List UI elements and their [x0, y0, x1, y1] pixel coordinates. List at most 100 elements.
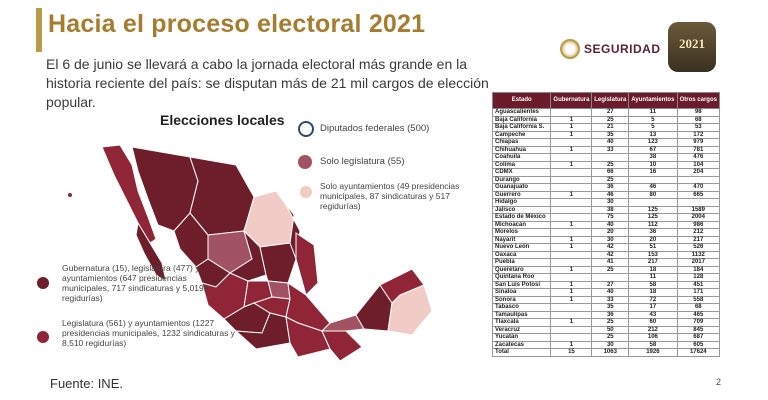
value-cell: 11 [628, 108, 678, 117]
value-cell: 212 [676, 228, 721, 237]
table-row: Guerrero 1 46 80 665 [491, 190, 721, 199]
value-cell: 2017 [676, 258, 721, 267]
legend-federal: Diputados federales (500) [320, 123, 430, 134]
value-cell: 986 [676, 220, 721, 229]
value-cell [550, 333, 593, 342]
value-cell: 1 [550, 288, 593, 297]
table-row: Zacatecas 1 30 58 605 [491, 340, 721, 349]
legend-marker-ayuntamientos [300, 186, 312, 198]
value-cell [550, 175, 593, 184]
state-cell: CDMX [491, 168, 552, 177]
value-cell: 1 [550, 235, 593, 244]
value-cell: 35 [591, 130, 630, 139]
map-quintana-roo [387, 284, 433, 336]
state-cell: Nuevo León [491, 243, 552, 252]
value-cell: 470 [676, 183, 721, 192]
value-cell: 46 [628, 183, 678, 192]
value-cell: 30 [591, 340, 630, 349]
state-cell: Chihuahua [491, 145, 552, 154]
state-cell: Hidalgo [491, 198, 552, 207]
value-cell: 20 [628, 235, 678, 244]
value-cell [550, 273, 593, 282]
state-cell: Veracruz [491, 325, 552, 334]
value-cell: 27 [591, 108, 630, 117]
value-cell: 46 [591, 190, 630, 199]
value-cell: 41 [591, 258, 630, 267]
table-row: Tabasco 35 17 68 [491, 303, 721, 312]
value-cell: 781 [676, 145, 721, 154]
cargos-table: Estado Gubernatura Legislatura Ayuntamie… [491, 92, 721, 357]
value-cell [676, 198, 721, 207]
map-chihuahua [189, 156, 255, 236]
value-cell [550, 198, 593, 207]
value-cell [550, 310, 593, 319]
value-cell [550, 325, 593, 334]
column-header: Gubernatura [550, 92, 593, 109]
value-cell [550, 228, 593, 237]
mexico-map [68, 144, 433, 362]
table-row: San Luis Potosí 1 27 58 451 [491, 280, 721, 289]
legend-marker-legislatura-ayuntamientos [37, 331, 49, 343]
table-row: Chiapas 40 123 979 [491, 138, 721, 147]
state-cell: San Luis Potosí [491, 280, 552, 289]
value-cell: 1132 [676, 250, 721, 259]
table-row: Coahuila 38 476 [491, 153, 721, 162]
value-cell: 172 [676, 130, 721, 139]
value-cell [676, 175, 721, 184]
state-cell: Tlaxcala [491, 318, 552, 327]
state-cell: Sonora [491, 295, 552, 304]
value-cell: 35 [591, 303, 630, 312]
value-cell: 5 [628, 115, 678, 124]
map-san-luis-potosi [259, 242, 297, 284]
intro-paragraph: El 6 de junio se llevará a cabo la jorna… [46, 56, 489, 110]
state-cell: Morelos [491, 228, 552, 237]
table-row: Sonora 1 33 72 558 [491, 295, 721, 304]
legend-marker-federal [298, 121, 314, 137]
legend-gubernatura: Gubernatura (15), legislatura (477) y ay… [62, 263, 209, 303]
table-header-row: Estado Gubernatura Legislatura Ayuntamie… [491, 92, 721, 109]
value-cell: 1 [550, 145, 593, 154]
column-header: Otros cargos [676, 92, 721, 109]
state-cell: Quintana Roo [491, 273, 552, 282]
value-cell: 40 [591, 138, 630, 147]
value-cell: 106 [628, 333, 678, 342]
value-cell: 125 [628, 205, 678, 214]
value-cell: 33 [591, 295, 630, 304]
value-cell: 50 [591, 325, 630, 334]
state-cell: Tamaulipas [491, 310, 552, 319]
value-cell: 1 [550, 123, 593, 132]
value-cell: 1063 [591, 348, 630, 357]
state-cell: Tabasco [491, 303, 552, 312]
value-cell: 1 [550, 280, 593, 289]
value-cell: 558 [676, 295, 721, 304]
state-cell: Guerrero [491, 190, 552, 199]
legend-legislatura-ayuntamientos: Legislatura (561) y ayuntamientos (1227 … [62, 318, 235, 348]
value-cell: 17624 [676, 348, 721, 357]
map-tamaulipas [295, 232, 319, 296]
map-title: Elecciones locales [160, 112, 285, 128]
map-baja-california-sur [135, 221, 167, 283]
value-cell [550, 250, 593, 259]
value-cell: 80 [628, 190, 678, 199]
value-cell [550, 108, 593, 117]
value-cell: 128 [676, 273, 721, 282]
legend-marker-gubernatura [37, 277, 49, 289]
value-cell: 42 [591, 243, 630, 252]
state-cell: Campeche [491, 130, 552, 139]
table-row: Jalisco 38 125 1589 [491, 205, 721, 214]
value-cell: 1 [550, 220, 593, 229]
table-row: Guanajuato 36 46 470 [491, 183, 721, 192]
map-tabasco [320, 314, 365, 332]
value-cell: 1 [550, 295, 593, 304]
table-row: Baja California S. 1 21 5 53 [491, 123, 721, 132]
value-cell: 25 [591, 265, 630, 274]
value-cell: 979 [676, 138, 721, 147]
table-row: Durango 25 [491, 175, 721, 184]
state-cell: Puebla [491, 258, 552, 267]
table-row: Quintana Roo 11 128 [491, 273, 721, 282]
value-cell [628, 198, 678, 207]
table-row: Tlaxcala 1 25 60 709 [491, 318, 721, 327]
value-cell: 38 [591, 205, 630, 214]
value-cell: 17 [628, 303, 678, 312]
value-cell: 476 [676, 153, 721, 162]
